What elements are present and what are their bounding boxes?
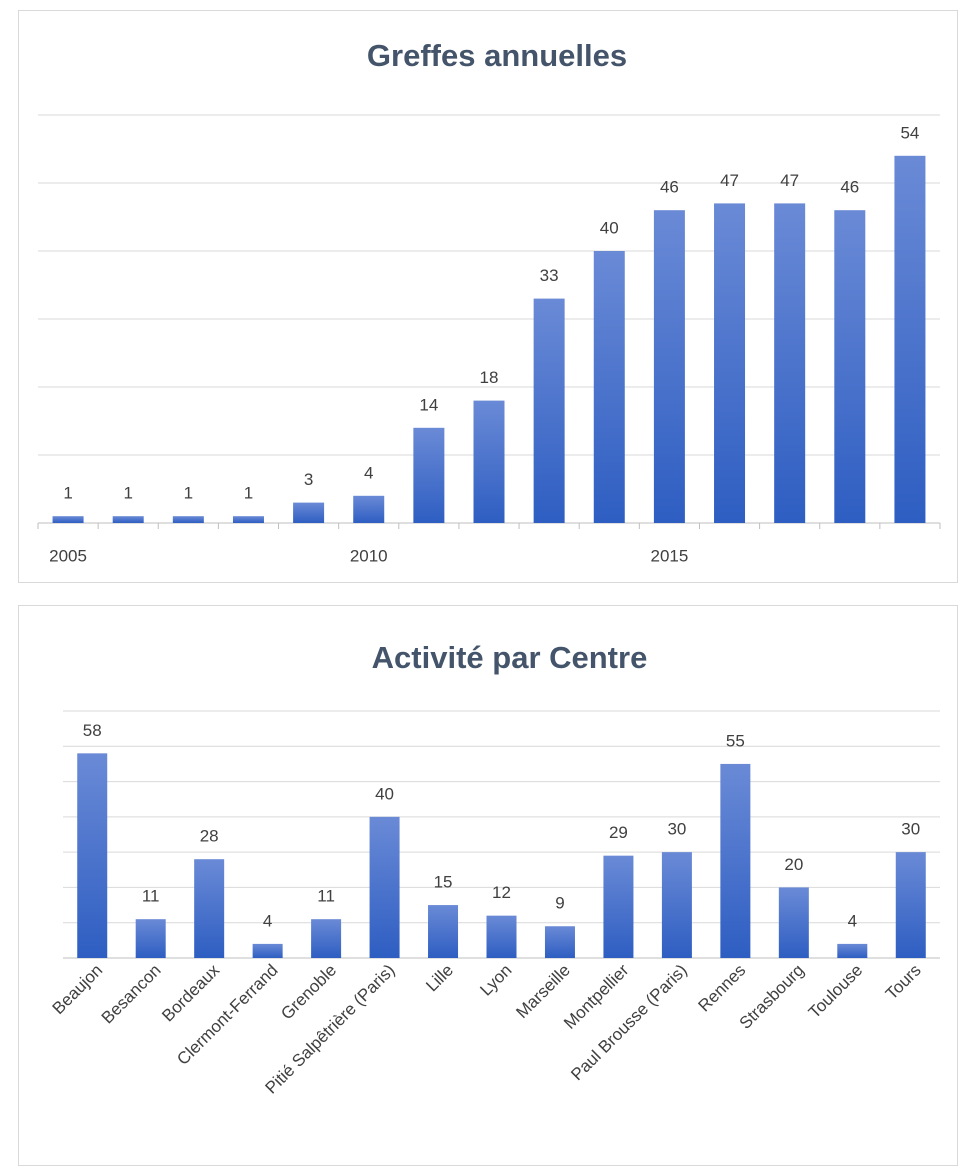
- data-label: 4: [364, 463, 373, 482]
- bar: [895, 852, 926, 958]
- x-tick-label: 2005: [49, 546, 87, 565]
- data-label: 46: [660, 178, 679, 197]
- data-label: 46: [840, 178, 859, 197]
- bar: [428, 905, 459, 958]
- data-label: 30: [901, 820, 920, 839]
- data-label: 14: [419, 395, 438, 414]
- data-label: 3: [304, 470, 313, 489]
- bar: [894, 155, 926, 524]
- data-label: 40: [600, 218, 619, 237]
- bar: [252, 943, 283, 958]
- chart-frame: [18, 605, 958, 1166]
- bar: [52, 516, 84, 523]
- data-label: 40: [375, 784, 394, 803]
- data-label: 47: [720, 171, 739, 190]
- data-label: 28: [200, 827, 219, 846]
- bar: [778, 887, 809, 958]
- data-label: 29: [609, 823, 628, 842]
- bar: [112, 516, 144, 523]
- data-label: 12: [492, 883, 511, 902]
- bar: [720, 763, 751, 958]
- data-label: 33: [540, 266, 559, 285]
- data-label: 15: [434, 873, 453, 892]
- data-label: 20: [784, 855, 803, 874]
- data-label: 11: [142, 887, 160, 906]
- data-label: 30: [667, 820, 686, 839]
- bar: [369, 816, 400, 958]
- x-tick-label: 2010: [350, 546, 388, 565]
- data-label: 4: [263, 911, 272, 930]
- bar: [653, 210, 685, 523]
- bar: [232, 516, 264, 523]
- data-label: 18: [480, 368, 499, 387]
- data-label: 11: [317, 887, 335, 906]
- data-label: 55: [726, 731, 745, 750]
- bar: [486, 915, 517, 958]
- x-tick-label: 2015: [650, 546, 688, 565]
- data-label: 58: [83, 721, 102, 740]
- data-label: 9: [555, 894, 564, 913]
- bar: [353, 495, 385, 523]
- bar: [661, 852, 692, 958]
- bar: [293, 502, 325, 523]
- bar: [603, 855, 634, 958]
- bar: [413, 427, 445, 523]
- bar: [834, 210, 866, 523]
- bar: [593, 251, 625, 523]
- bar: [311, 919, 342, 958]
- data-label: 4: [848, 911, 857, 930]
- bar: [837, 943, 868, 958]
- bar: [194, 859, 225, 958]
- chart-title: Greffes annuelles: [367, 38, 627, 73]
- bar: [533, 298, 565, 523]
- bar: [473, 400, 505, 523]
- data-label: 1: [63, 484, 72, 503]
- bar: [714, 203, 746, 523]
- bar: [774, 203, 806, 523]
- bar: [544, 926, 575, 958]
- data-label: 47: [780, 171, 799, 190]
- chart-title: Activité par Centre: [372, 640, 648, 675]
- bar: [135, 919, 166, 958]
- bar: [172, 516, 204, 523]
- data-label: 1: [184, 484, 193, 503]
- data-label: 1: [123, 484, 132, 503]
- data-label: 54: [900, 123, 919, 142]
- bar: [77, 753, 108, 958]
- data-label: 1: [244, 484, 253, 503]
